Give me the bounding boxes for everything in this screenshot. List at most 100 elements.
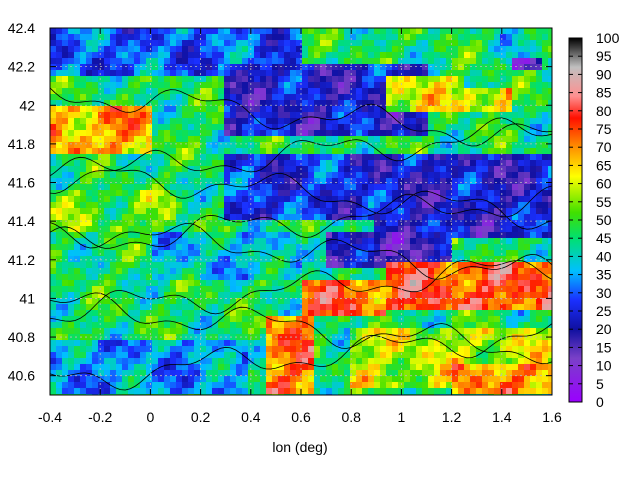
heatmap-cell xyxy=(374,202,381,209)
heatmap-cell xyxy=(278,28,285,35)
heatmap-cell xyxy=(122,136,129,143)
heatmap-cell xyxy=(392,268,399,275)
heatmap-cell xyxy=(170,82,177,89)
heatmap-cell xyxy=(200,322,207,329)
heatmap-cell xyxy=(380,28,387,35)
heatmap-cell xyxy=(260,262,267,269)
heatmap-cell xyxy=(170,106,177,113)
heatmap-cell xyxy=(470,124,477,131)
heatmap-cell xyxy=(368,184,375,191)
heatmap-cell xyxy=(362,280,369,287)
heatmap-cell xyxy=(80,316,87,323)
heatmap-cell xyxy=(266,328,273,335)
heatmap-cell xyxy=(470,280,477,287)
heatmap-cell xyxy=(392,208,399,215)
heatmap-cell xyxy=(314,358,321,365)
heatmap-cell xyxy=(428,376,435,383)
heatmap-cell xyxy=(380,58,387,65)
heatmap-cell xyxy=(254,148,261,155)
heatmap-cell xyxy=(254,136,261,143)
heatmap-cell xyxy=(398,148,405,155)
heatmap-cell xyxy=(542,352,549,359)
heatmap-cell xyxy=(350,316,357,323)
heatmap-cell xyxy=(230,292,237,299)
heatmap-cell xyxy=(296,334,303,341)
heatmap-cell xyxy=(458,106,465,113)
heatmap-cell xyxy=(140,214,147,221)
heatmap-cell xyxy=(86,208,93,215)
heatmap-cell xyxy=(212,340,219,347)
heatmap-cell xyxy=(356,154,363,161)
heatmap-cell xyxy=(332,250,339,257)
heatmap-cell xyxy=(416,358,423,365)
heatmap-cell xyxy=(380,214,387,221)
heatmap-cell xyxy=(140,124,147,131)
heatmap-cell xyxy=(392,76,399,83)
heatmap-cell xyxy=(476,238,483,245)
heatmap-cell xyxy=(338,112,345,119)
heatmap-cell xyxy=(350,178,357,185)
heatmap-cell xyxy=(518,172,525,179)
heatmap-cell xyxy=(92,142,99,149)
heatmap-cell xyxy=(242,322,249,329)
heatmap-cell xyxy=(314,226,321,233)
heatmap-cell xyxy=(248,322,255,329)
heatmap-cell xyxy=(524,340,531,347)
heatmap-cell xyxy=(314,154,321,161)
heatmap-cell xyxy=(116,274,123,281)
heatmap-cell xyxy=(116,382,123,389)
heatmap-cell xyxy=(110,154,117,161)
heatmap-cell xyxy=(212,292,219,299)
heatmap-cell xyxy=(218,148,225,155)
heatmap-cell xyxy=(500,304,507,311)
heatmap-cell xyxy=(104,166,111,173)
heatmap-cell xyxy=(182,202,189,209)
heatmap-cell xyxy=(374,226,381,233)
heatmap-cell xyxy=(212,82,219,89)
heatmap-cell xyxy=(302,286,309,293)
heatmap-cell xyxy=(134,268,141,275)
heatmap-cell xyxy=(242,154,249,161)
heatmap-cell xyxy=(116,148,123,155)
heatmap-cell xyxy=(284,40,291,47)
heatmap-cell xyxy=(206,142,213,149)
heatmap-cell xyxy=(152,238,159,245)
heatmap-cell xyxy=(338,172,345,179)
heatmap-cell xyxy=(500,34,507,41)
heatmap-cell xyxy=(98,124,105,131)
heatmap-cell xyxy=(362,130,369,137)
heatmap-cell xyxy=(314,304,321,311)
heatmap-cell xyxy=(320,34,327,41)
heatmap-cell xyxy=(218,124,225,131)
heatmap-cell xyxy=(68,202,75,209)
heatmap-cell xyxy=(428,304,435,311)
heatmap-cell xyxy=(410,190,417,197)
heatmap-cell xyxy=(92,172,99,179)
heatmap-cell xyxy=(398,34,405,41)
heatmap-cell xyxy=(92,148,99,155)
heatmap-cell xyxy=(260,142,267,149)
heatmap-cell xyxy=(506,124,513,131)
heatmap-cell xyxy=(122,112,129,119)
heatmap-cell xyxy=(308,364,315,371)
heatmap-cell xyxy=(506,148,513,155)
heatmap-cell xyxy=(380,358,387,365)
heatmap-cell xyxy=(536,40,543,47)
heatmap-cell xyxy=(206,220,213,227)
heatmap-cell xyxy=(200,154,207,161)
heatmap-cell xyxy=(320,322,327,329)
heatmap-cell xyxy=(494,94,501,101)
heatmap-cell xyxy=(74,196,81,203)
heatmap-cell xyxy=(494,40,501,47)
heatmap-cell xyxy=(146,100,153,107)
heatmap-cell xyxy=(392,304,399,311)
heatmap-cell xyxy=(488,34,495,41)
heatmap-cell xyxy=(254,190,261,197)
heatmap-cell xyxy=(302,250,309,257)
heatmap-cell xyxy=(164,310,171,317)
heatmap-cell xyxy=(392,28,399,35)
heatmap-cell xyxy=(128,112,135,119)
heatmap-cell xyxy=(380,376,387,383)
heatmap-cell xyxy=(446,100,453,107)
heatmap-cell xyxy=(416,208,423,215)
